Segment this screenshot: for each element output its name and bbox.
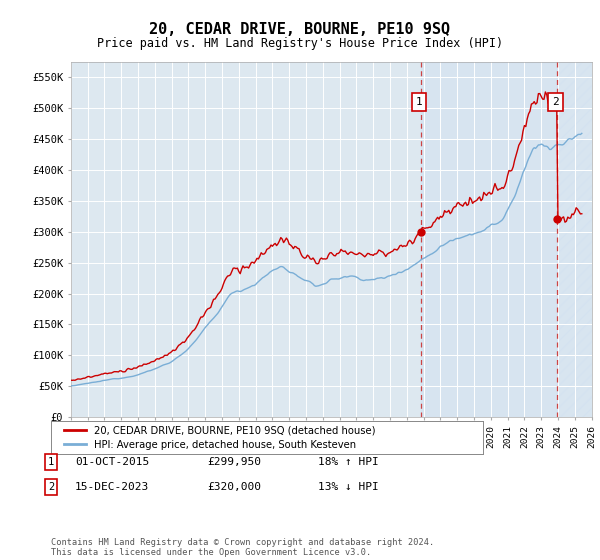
Text: 15-DEC-2023: 15-DEC-2023 [75,482,149,492]
Text: £320,000: £320,000 [207,482,261,492]
Text: 13% ↓ HPI: 13% ↓ HPI [318,482,379,492]
Text: 20, CEDAR DRIVE, BOURNE, PE10 9SQ: 20, CEDAR DRIVE, BOURNE, PE10 9SQ [149,22,451,38]
Text: 1: 1 [48,457,54,467]
Text: £299,950: £299,950 [207,457,261,467]
Text: Contains HM Land Registry data © Crown copyright and database right 2024.
This d: Contains HM Land Registry data © Crown c… [51,538,434,557]
Legend: 20, CEDAR DRIVE, BOURNE, PE10 9SQ (detached house), HPI: Average price, detached: 20, CEDAR DRIVE, BOURNE, PE10 9SQ (detac… [61,421,380,454]
Text: 18% ↑ HPI: 18% ↑ HPI [318,457,379,467]
Text: Price paid vs. HM Land Registry's House Price Index (HPI): Price paid vs. HM Land Registry's House … [97,37,503,50]
Text: 01-OCT-2015: 01-OCT-2015 [75,457,149,467]
Text: 2: 2 [48,482,54,492]
Bar [421,62,557,417]
Text: 2: 2 [552,97,559,107]
Text: 1: 1 [416,97,422,107]
Bar [557,62,592,417]
